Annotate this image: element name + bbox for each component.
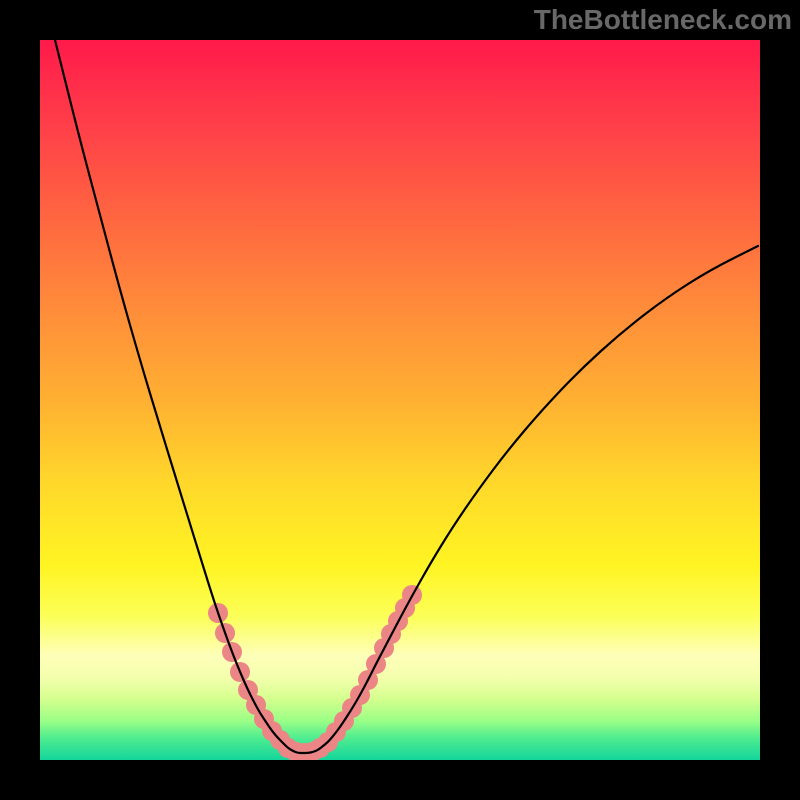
curve-overlay [0,0,800,800]
chart-stage: TheBottleneck.com [0,0,800,800]
v-curve [45,0,758,753]
watermark-text: TheBottleneck.com [534,4,792,36]
